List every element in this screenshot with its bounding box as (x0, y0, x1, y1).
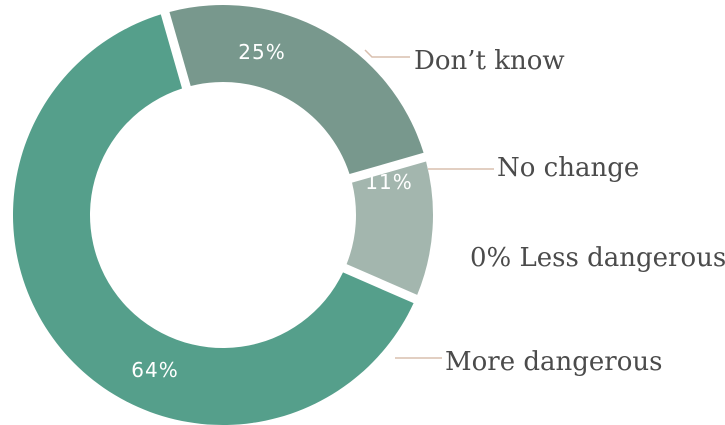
slice-don-t-know (169, 4, 424, 175)
leader-line-dont-know (364, 49, 410, 58)
chart-slices (13, 4, 434, 425)
slice-no-change (346, 161, 434, 295)
slice-value-more-dangerous: 64% (131, 358, 178, 382)
chart-leader-lines (364, 49, 494, 359)
slice-label-dont-know: Don’t know (414, 46, 565, 76)
slice-label-less-dangerous: 0% Less dangerous (470, 243, 725, 273)
slice-label-more-dangerous: More dangerous (445, 347, 662, 377)
slice-value-no-change: 11% (365, 170, 412, 194)
slice-value-dont-know: 25% (238, 40, 285, 64)
slice-label-no-change: No change (497, 153, 639, 183)
slice-more-dangerous (13, 14, 414, 425)
